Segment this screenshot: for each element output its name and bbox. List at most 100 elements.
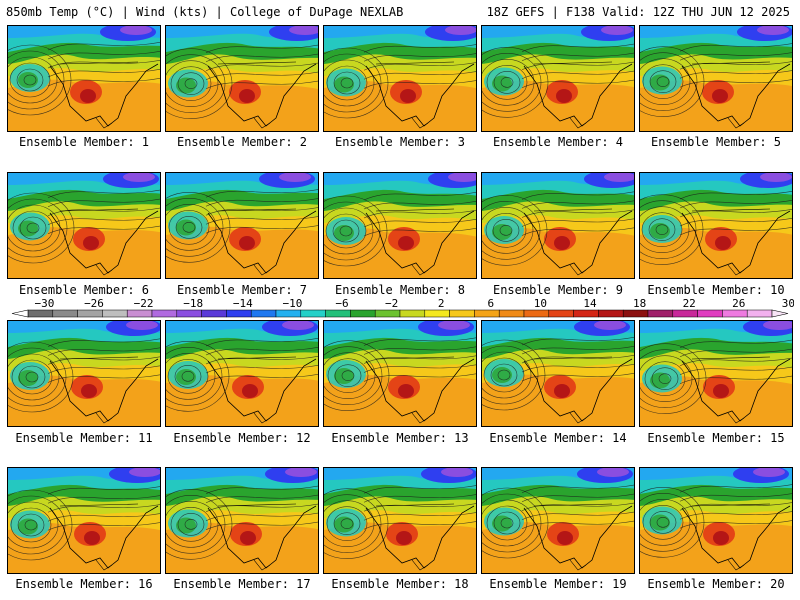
ensemble-panel [165,467,319,574]
ensemble-member-label: Ensemble Member: 19 [489,577,627,591]
color-swatch [647,309,674,318]
color-swatch [250,309,277,318]
ensemble-panel [323,25,477,132]
ensemble-member-label: Ensemble Member: 5 [650,135,782,149]
ensemble-member-label: Ensemble Member: 18 [331,577,469,591]
ensemble-member-label: Ensemble Member: 17 [173,577,311,591]
ensemble-panel [639,25,793,132]
colorbar-tick-label: −6 [335,297,348,310]
color-swatch [151,309,178,318]
color-swatch [27,309,54,318]
ensemble-panel [481,25,635,132]
temperature-map [324,26,476,131]
ensemble-panel [165,25,319,132]
ensemble-member-label: Ensemble Member: 16 [15,577,153,591]
colorbar-left-arrow [11,309,29,318]
temperature-map [640,468,792,573]
ensemble-member-label: Ensemble Member: 8 [334,283,466,297]
temperature-map [8,173,160,278]
temperature-map [8,468,160,573]
color-swatch [77,309,103,318]
ensemble-member-label: Ensemble Member: 15 [647,431,785,445]
ensemble-member-label: Ensemble Member: 10 [647,283,785,297]
ensemble-panel [481,172,635,279]
ensemble-member-label: Ensemble Member: 3 [334,135,466,149]
colorbar-tick-label: −26 [84,297,104,310]
color-swatch [449,309,475,318]
color-swatch [102,309,128,318]
ensemble-panel [323,320,477,427]
temperature-map [640,173,792,278]
temperature-map [166,173,318,278]
color-swatch [573,309,599,318]
temperature-map [324,321,476,426]
ensemble-panel [165,172,319,279]
colorbar-tick-label: 6 [487,297,494,310]
temperature-map [8,321,160,426]
ensemble-panel [7,172,161,279]
color-swatch [350,309,376,318]
temperature-map [324,468,476,573]
ensemble-member-label: Ensemble Member: 4 [492,135,624,149]
ensemble-member-label: Ensemble Member: 6 [18,283,150,297]
ensemble-member-label: Ensemble Member: 11 [15,431,153,445]
ensemble-member-label: Ensemble Member: 1 [18,135,150,149]
colorbar-tick-label: 14 [583,297,597,310]
color-swatch [498,309,525,318]
temperature-map [166,26,318,131]
colorbar-tick-label: −22 [134,297,154,310]
ensemble-member-label: Ensemble Member: 14 [489,431,627,445]
colorbar-tick-label: 26 [732,297,745,310]
ensemble-panel [639,172,793,279]
colorbar-tick-label: −18 [183,297,203,310]
color-swatch [201,309,227,318]
colorbar-tick-label: −14 [233,297,253,310]
ensemble-panel [481,320,635,427]
colorbar-tick-label: −10 [282,297,302,310]
color-swatch [622,309,649,318]
ensemble-panel [481,467,635,574]
header-title: 850mb Temp (°C) | Wind (kts) | College o… [6,5,404,19]
colorbar-tick-label: 2 [438,297,445,310]
ensemble-panel [639,467,793,574]
color-swatch [275,309,302,318]
colorbar-tick-label: 18 [633,297,646,310]
ensemble-panel [7,320,161,427]
color-swatch [52,309,78,318]
color-swatch [697,309,723,318]
ensemble-member-label: Ensemble Member: 9 [492,283,624,297]
ensemble-panel [639,320,793,427]
color-swatch [399,309,426,318]
color-swatch [722,309,748,318]
temperature-map [640,321,792,426]
ensemble-member-label: Ensemble Member: 13 [331,431,469,445]
color-swatch [325,309,351,318]
ensemble-panel [7,25,161,132]
colorbar-tick-label: 30 [782,297,794,310]
temperature-map [166,321,318,426]
temperature-map [482,26,634,131]
temperature-map [482,321,634,426]
temperature-map [482,468,634,573]
color-swatch [226,309,252,318]
ensemble-panel [323,172,477,279]
color-swatch [176,309,202,318]
color-swatch [548,309,574,318]
color-swatch [374,309,401,318]
color-swatch [598,309,624,318]
ensemble-panel [165,320,319,427]
temperature-map [324,173,476,278]
ensemble-member-label: Ensemble Member: 20 [647,577,785,591]
ensemble-member-label: Ensemble Member: 7 [176,283,308,297]
colorbar-tick-label: 10 [534,297,547,310]
ensemble-member-label: Ensemble Member: 12 [173,431,311,445]
color-scale-bar: −30−26−22−18−14−10−6−2261014182226303438… [11,297,794,318]
header-valid-time: 18Z GEFS | F138 Valid: 12Z THU JUN 12 20… [486,5,790,19]
colorbar-tick-label: 22 [683,297,696,310]
color-swatch [300,309,326,318]
color-swatch [672,309,698,318]
color-swatch [523,309,550,318]
temperature-map [8,26,160,131]
ensemble-member-label: Ensemble Member: 2 [176,135,308,149]
temperature-map [640,26,792,131]
